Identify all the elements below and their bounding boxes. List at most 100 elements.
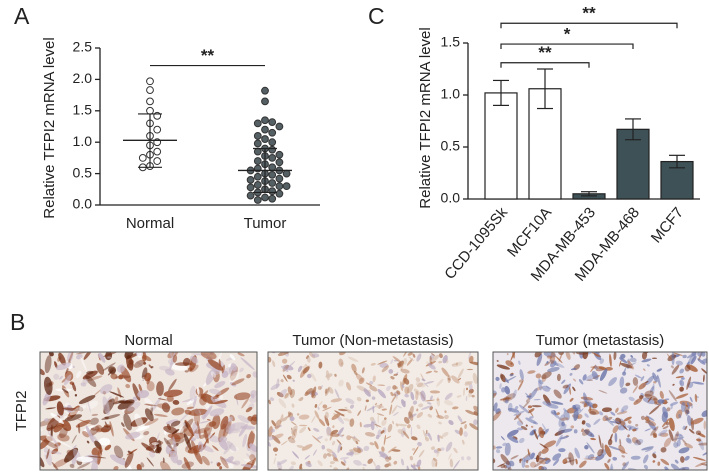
tissue <box>535 373 542 379</box>
tissue <box>410 426 413 437</box>
tissue <box>623 416 632 422</box>
data-point <box>282 182 291 191</box>
tissue <box>337 427 344 436</box>
tissue <box>356 396 362 402</box>
tissue <box>391 405 398 415</box>
bar <box>484 92 518 200</box>
significance-bracket <box>500 62 590 68</box>
tissue <box>358 377 365 385</box>
tissue <box>355 441 359 445</box>
tissue <box>496 359 499 362</box>
tissue <box>57 433 70 442</box>
tissue <box>118 374 124 380</box>
tissue <box>589 405 592 411</box>
tissue <box>573 429 578 434</box>
tissue <box>268 425 273 438</box>
tissue <box>233 460 241 466</box>
data-point <box>268 170 277 179</box>
tissue <box>569 372 573 376</box>
tissue <box>420 373 425 380</box>
tissue <box>338 408 348 412</box>
tissue <box>616 411 628 415</box>
tissue <box>334 373 337 377</box>
tissue <box>411 448 416 451</box>
tissue <box>198 395 207 399</box>
tissue <box>384 417 387 420</box>
tissue <box>587 379 593 381</box>
tissue <box>523 452 531 459</box>
tissue <box>416 353 422 362</box>
tissue <box>107 369 114 376</box>
tissue <box>644 390 654 397</box>
tissue <box>411 436 418 441</box>
tissue <box>204 401 210 409</box>
tissue <box>389 404 393 416</box>
data-point <box>138 154 147 162</box>
tissue <box>473 419 478 426</box>
tissue <box>311 353 320 358</box>
tissue <box>569 458 572 463</box>
tissue <box>421 405 433 410</box>
tissue <box>400 458 405 466</box>
tissue <box>552 459 560 466</box>
tissue <box>614 432 618 443</box>
tissue <box>325 411 329 419</box>
tissue <box>604 444 612 458</box>
data-point <box>268 163 277 172</box>
tissue <box>365 399 369 403</box>
tissue <box>602 415 609 422</box>
tissue <box>208 434 220 443</box>
tissue <box>299 426 307 434</box>
tissue <box>622 371 627 376</box>
tissue <box>385 435 392 439</box>
tissue <box>591 370 599 380</box>
tissue <box>417 441 422 447</box>
tissue <box>673 442 679 448</box>
tissue <box>565 352 571 360</box>
tissue <box>277 352 290 356</box>
tissue <box>546 360 549 364</box>
tissue <box>237 415 250 424</box>
tissue <box>665 421 670 426</box>
tissue <box>407 352 413 356</box>
tissue <box>46 448 50 460</box>
tissue <box>561 379 566 384</box>
tissue <box>365 382 373 386</box>
tissue <box>113 445 124 459</box>
data-point <box>253 132 262 140</box>
tissue <box>324 438 328 442</box>
tissue <box>207 419 211 421</box>
tissue <box>373 423 382 428</box>
tissue <box>293 429 296 432</box>
tissue <box>291 428 298 440</box>
tissue <box>221 364 225 374</box>
tissue <box>239 367 244 373</box>
tissue <box>448 453 452 460</box>
tissue <box>171 407 185 416</box>
tissue <box>280 379 284 383</box>
tissue <box>219 436 228 443</box>
tissue <box>504 399 509 404</box>
tissue <box>151 442 159 446</box>
tissue <box>553 389 562 399</box>
data-point <box>146 86 154 94</box>
tissue <box>670 365 674 369</box>
tissue <box>437 434 440 442</box>
tissue <box>338 379 344 387</box>
tissue <box>619 387 628 394</box>
tissue <box>97 353 104 360</box>
tissue <box>584 400 595 409</box>
tissue <box>582 352 589 360</box>
tissue <box>75 370 82 378</box>
tissue <box>641 358 652 363</box>
tissue <box>538 426 545 439</box>
tissue <box>598 434 602 449</box>
tissue <box>210 371 217 378</box>
tissue <box>688 428 695 434</box>
tissue <box>183 433 192 451</box>
tissue <box>280 365 289 372</box>
tissue <box>424 436 430 442</box>
tissue <box>676 439 681 447</box>
tissue <box>340 461 346 466</box>
tissue <box>660 458 670 466</box>
